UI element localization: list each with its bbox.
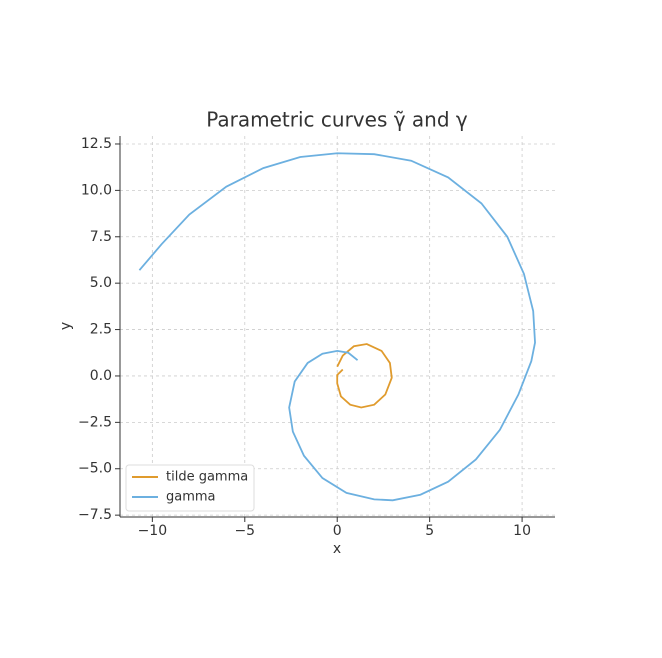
- x-tick-label: −10: [138, 523, 168, 539]
- x-axis-label: x: [333, 541, 341, 557]
- y-tick-label: −5.0: [78, 461, 112, 477]
- y-axis-label: y: [58, 322, 74, 330]
- y-tick-label: 12.5: [81, 136, 112, 152]
- x-tick-label: 10: [513, 523, 531, 539]
- x-tick-label: −5: [234, 523, 255, 539]
- y-tick-label: −2.5: [78, 414, 112, 430]
- series-line: [138, 152, 536, 502]
- x-tick-label: 0: [333, 523, 342, 539]
- legend-label: tilde gamma: [166, 470, 248, 485]
- y-tick-label: −7.5: [78, 507, 112, 523]
- y-tick-label: 10.0: [81, 182, 112, 198]
- x-tick-label: 5: [425, 523, 434, 539]
- series-line: [336, 343, 393, 409]
- legend: tilde gamma gamma: [125, 464, 255, 512]
- chart-title: Parametric curves γ̃ and γ: [206, 108, 468, 132]
- legend-label: gamma: [166, 490, 216, 505]
- y-tick-label: 0.0: [90, 368, 112, 384]
- y-tick-label: 7.5: [90, 229, 112, 245]
- grid: [120, 136, 555, 517]
- y-tick-label: 2.5: [90, 322, 112, 338]
- y-tick-label: 5.0: [90, 275, 112, 291]
